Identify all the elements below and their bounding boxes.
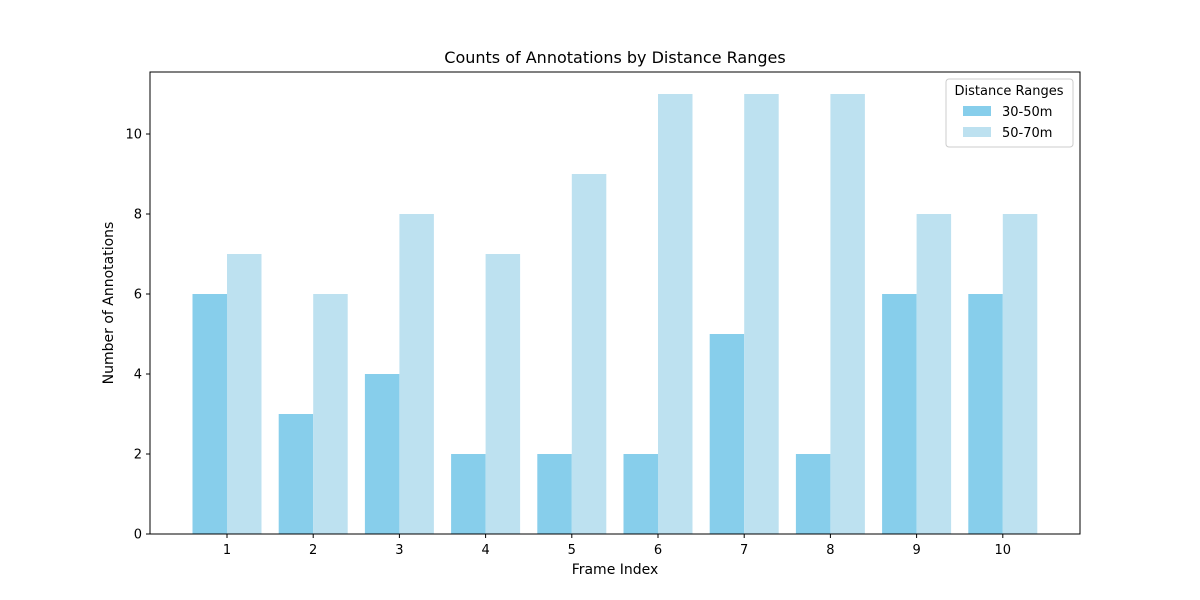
axes-layer: 1 2 3 4 5 6 7 8 9 10 0 2 4 6 8 10 [125, 128, 1011, 559]
bar-50-70m-frame-4 [485, 254, 521, 534]
bar-30-50m-frame-10 [968, 294, 1003, 534]
bar-50-70m-frame-8 [830, 94, 865, 534]
bar-30-50m-frame-7 [709, 334, 745, 534]
y-tick-label: 10 [125, 128, 142, 143]
x-tick-label: 5 [568, 543, 576, 558]
x-tick-label: 3 [395, 543, 403, 558]
bar-50-70m-frame-1 [227, 254, 262, 534]
x-tick-label: 1 [223, 543, 231, 558]
bar-50-70m-frame-2 [313, 294, 348, 534]
bar-50-70m-frame-10 [1002, 214, 1038, 534]
x-axis-title: Frame Index [572, 562, 659, 578]
y-axis-title: Number of Annotations [101, 222, 117, 385]
legend-swatch-30-50m [963, 106, 991, 116]
bar-30-50m-frame-6 [623, 454, 658, 534]
y-tick-label: 2 [134, 448, 142, 463]
x-tick-label: 9 [912, 543, 920, 558]
x-tick-label: 4 [481, 543, 489, 558]
bar-50-70m-frame-7 [744, 94, 779, 534]
y-tick-label: 8 [134, 208, 142, 223]
y-tick-label: 0 [134, 528, 142, 543]
x-tick-label: 6 [654, 543, 662, 558]
legend-title: Distance Ranges [955, 84, 1064, 99]
bar-30-50m-frame-9 [882, 294, 917, 534]
bar-30-50m-frame-3 [364, 374, 400, 534]
x-tick-label: 10 [995, 543, 1012, 558]
y-tick-label: 6 [134, 288, 142, 303]
legend: Distance Ranges 30-50m 50-70m [945, 78, 1074, 148]
x-tick-label: 8 [826, 543, 834, 558]
x-tick-label: 2 [309, 543, 317, 558]
plot-frame [149, 71, 1081, 535]
bar-30-50m-frame-2 [278, 414, 314, 534]
bar-30-50m-frame-8 [795, 454, 831, 534]
legend-label-50-70m: 50-70m [1002, 126, 1052, 141]
y-tick-label: 4 [134, 368, 142, 383]
bar-50-70m-frame-5 [571, 174, 607, 534]
bar-50-70m-frame-3 [399, 214, 434, 534]
bar-30-50m-frame-1 [192, 294, 227, 534]
legend-swatch-50-70m [963, 127, 991, 137]
x-tick-label: 7 [740, 543, 748, 558]
bar-30-50m-frame-5 [537, 454, 572, 534]
bar-50-70m-frame-6 [658, 94, 693, 534]
chart-title: Counts of Annotations by Distance Ranges [444, 48, 785, 67]
legend-label-30-50m: 30-50m [1002, 105, 1052, 120]
bars-layer [192, 94, 1038, 534]
bar-50-70m-frame-9 [916, 214, 952, 534]
bar-30-50m-frame-4 [451, 454, 486, 534]
